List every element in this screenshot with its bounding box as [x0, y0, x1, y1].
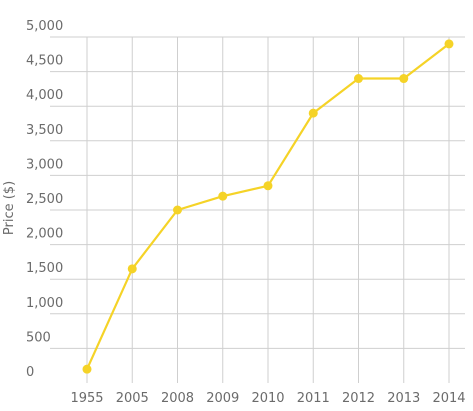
data-point: [263, 181, 273, 191]
data-point: [218, 191, 228, 201]
y-tick-label: 4,500: [26, 54, 63, 69]
x-tick-label: 2012: [342, 391, 375, 406]
data-point: [354, 74, 363, 84]
y-tick-label: 2,500: [26, 192, 63, 207]
x-tick-label: 2009: [206, 391, 239, 406]
y-tick-label: 0: [26, 365, 34, 380]
y-tick-label: 2,000: [26, 227, 63, 242]
grid-layer: [50, 36, 465, 383]
x-tick-label: 2011: [297, 391, 330, 406]
data-point: [399, 74, 409, 84]
y-tick-labels: 0 500 1,000 1,500 2,000 2,500 3,000 3,500 4,000 4…: [26, 19, 63, 380]
data-point: [127, 264, 137, 274]
data-point: [308, 108, 318, 118]
y-tick-label: 3,000: [26, 157, 63, 172]
y-tick-label: 3,500: [26, 123, 63, 138]
x-tick-label: 2008: [161, 391, 194, 406]
data-point: [82, 364, 92, 374]
data-point: [173, 205, 182, 215]
x-tick-label: 2005: [116, 391, 149, 406]
y-tick-label: 1,000: [26, 296, 63, 311]
y-tick-label: 5,000: [26, 19, 63, 34]
y-axis-title: Price ($): [2, 181, 17, 235]
x-tick-label: 2013: [387, 391, 420, 406]
y-tick-label: 1,500: [26, 261, 63, 276]
x-tick-labels: 1955 2005 2008 2009 2010 2011 2012 2013 2014: [70, 391, 465, 406]
series-layer: [82, 39, 454, 374]
y-tick-label: 500: [26, 330, 51, 345]
x-tick-label: 2010: [251, 391, 284, 406]
x-tick-label: 1955: [70, 391, 103, 406]
y-tick-label: 4,000: [26, 88, 63, 103]
data-point: [444, 39, 454, 49]
x-tick-label: 2014: [432, 391, 465, 406]
